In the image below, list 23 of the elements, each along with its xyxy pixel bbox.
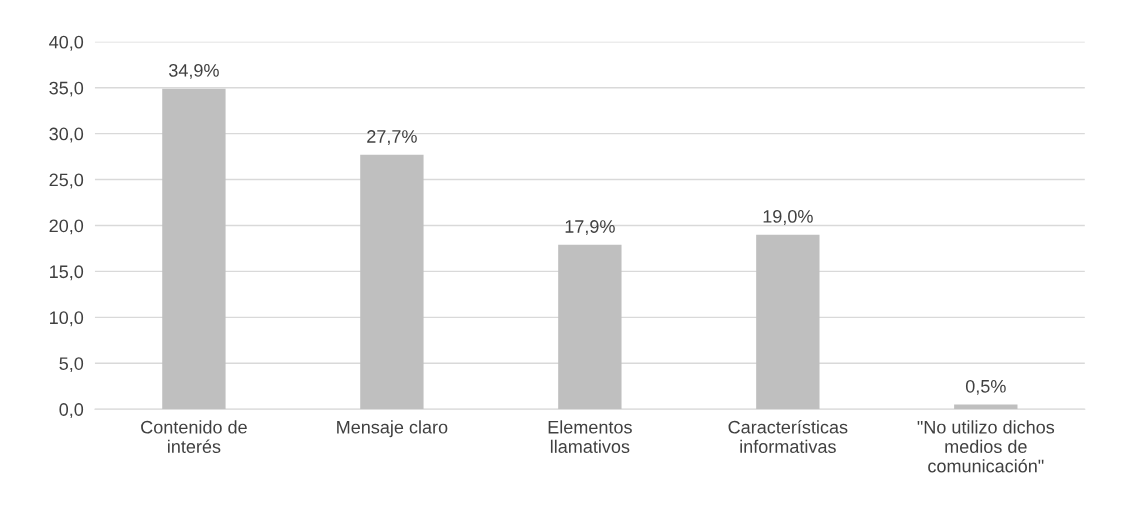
data-label: 27,7%	[367, 130, 417, 145]
x-tick-label: "No utilizo dichos medios de comunicación"	[917, 420, 1055, 473]
y-tick-label: 20,0	[49, 219, 84, 235]
y-tick-label: 5,0	[59, 357, 84, 373]
x-tick-label: Elementos llamativos	[548, 420, 632, 454]
x-tick-label: Contenido de interés	[141, 420, 247, 454]
data-label: 34,9%	[169, 63, 219, 79]
data-label: 19,0%	[763, 209, 813, 225]
bar	[162, 88, 226, 410]
y-tick-label: 40,0	[49, 35, 84, 51]
x-tick-label: Características informativas	[728, 420, 848, 454]
y-tick-label: 25,0	[49, 173, 84, 189]
y-tick-label: 0,0	[59, 403, 84, 419]
bar	[558, 244, 622, 410]
y-tick-label: 35,0	[49, 81, 84, 97]
y-tick-label: 30,0	[49, 127, 84, 143]
x-tick-label: Mensaje claro	[337, 420, 448, 438]
y-tick-label: 15,0	[50, 265, 84, 281]
bar	[756, 234, 820, 410]
y-tick-label: 10,0	[50, 311, 84, 327]
data-label: 17,9%	[565, 220, 615, 236]
data-label: 0,5%	[965, 379, 1006, 395]
bar	[360, 154, 424, 410]
